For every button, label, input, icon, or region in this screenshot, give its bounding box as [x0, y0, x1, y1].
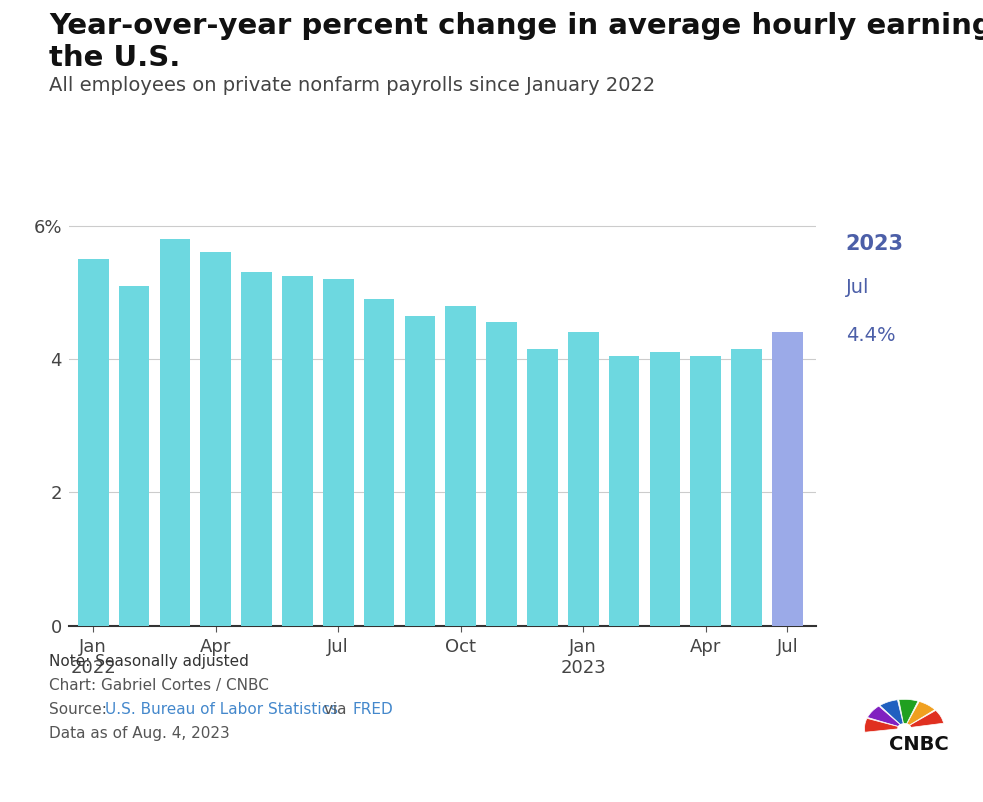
Text: All employees on private nonfarm payrolls since January 2022: All employees on private nonfarm payroll…: [49, 76, 656, 95]
Text: the U.S.: the U.S.: [49, 44, 181, 72]
Bar: [608, 356, 639, 626]
Bar: [405, 316, 435, 626]
Bar: [731, 349, 762, 626]
Wedge shape: [904, 711, 944, 728]
Bar: [282, 276, 313, 626]
Text: Note: Seasonally adjusted: Note: Seasonally adjusted: [49, 654, 249, 669]
Wedge shape: [865, 719, 904, 732]
Text: 2023: 2023: [845, 234, 903, 254]
Bar: [201, 253, 231, 626]
Bar: [445, 306, 476, 626]
Text: Jul: Jul: [845, 278, 869, 298]
Wedge shape: [880, 700, 904, 728]
Text: Data as of Aug. 4, 2023: Data as of Aug. 4, 2023: [49, 726, 230, 741]
Text: FRED: FRED: [353, 702, 393, 717]
Bar: [119, 286, 149, 626]
Wedge shape: [898, 699, 918, 728]
Text: Year-over-year percent change in average hourly earnings in: Year-over-year percent change in average…: [49, 12, 983, 40]
Bar: [772, 332, 803, 626]
Bar: [650, 352, 680, 626]
Text: CNBC: CNBC: [890, 735, 949, 754]
Text: 4.4%: 4.4%: [845, 326, 896, 345]
Bar: [364, 299, 394, 626]
Bar: [568, 332, 599, 626]
Bar: [527, 349, 557, 626]
Bar: [323, 279, 354, 626]
Text: Chart: Gabriel Cortes / CNBC: Chart: Gabriel Cortes / CNBC: [49, 678, 269, 693]
Wedge shape: [904, 702, 935, 728]
Circle shape: [897, 723, 911, 733]
Wedge shape: [867, 706, 904, 728]
Bar: [241, 273, 272, 626]
Bar: [78, 259, 108, 626]
Text: Source:: Source:: [49, 702, 112, 717]
Bar: [159, 239, 191, 626]
Bar: [487, 322, 517, 626]
Text: U.S. Bureau of Labor Statistics: U.S. Bureau of Labor Statistics: [105, 702, 338, 717]
Bar: [690, 356, 721, 626]
Text: via: via: [319, 702, 352, 717]
